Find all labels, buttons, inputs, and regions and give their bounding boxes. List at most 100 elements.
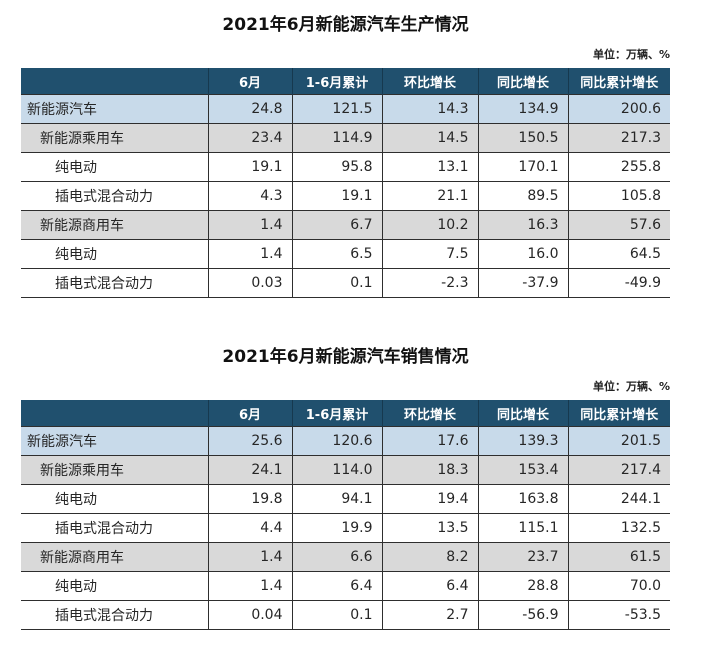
cell-value: 105.8 [567, 181, 670, 211]
column-header-empty [21, 68, 208, 95]
cell-value: 0.1 [291, 268, 382, 298]
table-body: 新能源汽车 24.8 121.5 14.3 134.9 200.6 新能源乘用车 23.4 11… [21, 94, 670, 298]
cell-value: 132.5 [567, 513, 670, 543]
cell-value: 94.1 [291, 484, 382, 514]
cell-value: 6.4 [291, 571, 382, 601]
cell-value: 6.7 [291, 210, 382, 240]
cell-value: 6.4 [381, 571, 478, 601]
cell-value: 6.6 [291, 542, 382, 572]
column-header: 环比增长 [381, 400, 478, 427]
row-label: 插电式混合动力 [21, 181, 208, 211]
table-row: 插电式混合动力 0.04 0.1 2.7 -56.9 -53.5 [21, 600, 670, 630]
row-label: 插电式混合动力 [21, 513, 208, 543]
row-label: 新能源乘用车 [21, 455, 208, 485]
cell-value: 6.5 [291, 239, 382, 269]
row-label: 纯电动 [21, 571, 208, 601]
row-label: 新能源商用车 [21, 210, 208, 240]
row-label: 新能源汽车 [21, 94, 208, 124]
cell-value: -2.3 [381, 268, 478, 298]
sales-table-title: 2021年6月新能源汽车销售情况 [222, 347, 469, 367]
cell-value: 19.1 [291, 181, 382, 211]
cell-value: 0.03 [207, 268, 292, 298]
table-row: 新能源商用车 1.4 6.6 8.2 23.7 61.5 [21, 542, 670, 572]
table-row: 新能源乘用车 24.1 114.0 18.3 153.4 217.4 [21, 455, 670, 485]
column-header: 环比增长 [381, 68, 478, 95]
cell-value: 18.3 [381, 455, 478, 485]
cell-value: 114.0 [291, 455, 382, 485]
cell-value: 1.4 [207, 210, 292, 240]
production-table-title: 2021年6月新能源汽车生产情况 [222, 15, 469, 35]
cell-value: 13.5 [381, 513, 478, 543]
cell-value: 95.8 [291, 152, 382, 182]
cell-value: -49.9 [567, 268, 670, 298]
sales-table: 6月 1-6月累计 环比增长 同比增长 同比累计增长 新能源汽车 25.6 120.6 17.… [21, 400, 670, 630]
row-label: 插电式混合动力 [21, 268, 208, 298]
column-header: 1-6月累计 [291, 68, 382, 95]
row-label: 新能源商用车 [21, 542, 208, 572]
page-content: 2021年6月新能源汽车生产情况 单位：万辆、% 6月 1-6月累计 环比增长 同比增… [21, 0, 670, 630]
table-row: 纯电动 1.4 6.5 7.5 16.0 64.5 [21, 239, 670, 269]
cell-value: 23.4 [207, 123, 292, 153]
cell-value: 8.2 [381, 542, 478, 572]
cell-value: 255.8 [567, 152, 670, 182]
production-table: 6月 1-6月累计 环比增长 同比增长 同比累计增长 新能源汽车 24.8 121.5 14.… [21, 68, 670, 298]
unit-label: 单位：万辆、% [592, 380, 670, 393]
table-row: 插电式混合动力 4.4 19.9 13.5 115.1 132.5 [21, 513, 670, 543]
cell-value: 217.4 [567, 455, 670, 485]
header-row: 6月 1-6月累计 环比增长 同比增长 同比累计增长 [21, 400, 670, 427]
cell-value: 4.3 [207, 181, 292, 211]
cell-value: 16.0 [477, 239, 568, 269]
table-row: 新能源乘用车 23.4 114.9 14.5 150.5 217.3 [21, 123, 670, 153]
cell-value: 1.4 [207, 239, 292, 269]
cell-value: 0.1 [291, 600, 382, 630]
column-header: 同比增长 [477, 68, 568, 95]
unit-label: 单位：万辆、% [592, 48, 670, 61]
row-label: 纯电动 [21, 152, 208, 182]
cell-value: 1.4 [207, 542, 292, 572]
cell-value: 217.3 [567, 123, 670, 153]
cell-value: 19.9 [291, 513, 382, 543]
cell-value: 21.1 [381, 181, 478, 211]
cell-value: -37.9 [477, 268, 568, 298]
column-header: 6月 [207, 400, 292, 427]
cell-value: 201.5 [567, 426, 670, 456]
production-section: 2021年6月新能源汽车生产情况 单位：万辆、% 6月 1-6月累计 环比增长 同比增… [21, 0, 670, 298]
cell-value: 89.5 [477, 181, 568, 211]
table-row: 纯电动 19.8 94.1 19.4 163.8 244.1 [21, 484, 670, 514]
cell-value: 200.6 [567, 94, 670, 124]
cell-value: 244.1 [567, 484, 670, 514]
column-header: 6月 [207, 68, 292, 95]
cell-value: 121.5 [291, 94, 382, 124]
cell-value: -56.9 [477, 600, 568, 630]
column-header: 同比累计增长 [567, 68, 670, 95]
cell-value: 163.8 [477, 484, 568, 514]
cell-value: 120.6 [291, 426, 382, 456]
cell-value: 19.8 [207, 484, 292, 514]
row-label: 插电式混合动力 [21, 600, 208, 630]
cell-value: 24.1 [207, 455, 292, 485]
cell-value: -53.5 [567, 600, 670, 630]
cell-value: 14.5 [381, 123, 478, 153]
cell-value: 115.1 [477, 513, 568, 543]
cell-value: 17.6 [381, 426, 478, 456]
row-label: 新能源乘用车 [21, 123, 208, 153]
column-header: 同比累计增长 [567, 400, 670, 427]
cell-value: 170.1 [477, 152, 568, 182]
cell-value: 134.9 [477, 94, 568, 124]
cell-value: 24.8 [207, 94, 292, 124]
cell-value: 10.2 [381, 210, 478, 240]
header-row: 6月 1-6月累计 环比增长 同比增长 同比累计增长 [21, 68, 670, 95]
table-header: 6月 1-6月累计 环比增长 同比增长 同比累计增长 [21, 400, 670, 427]
table-row: 纯电动 1.4 6.4 6.4 28.8 70.0 [21, 571, 670, 601]
row-label: 纯电动 [21, 484, 208, 514]
table-row: 纯电动 19.1 95.8 13.1 170.1 255.8 [21, 152, 670, 182]
table-body: 新能源汽车 25.6 120.6 17.6 139.3 201.5 新能源乘用车 24.1 11… [21, 426, 670, 630]
column-header: 同比增长 [477, 400, 568, 427]
table-row: 插电式混合动力 4.3 19.1 21.1 89.5 105.8 [21, 181, 670, 211]
cell-value: 13.1 [381, 152, 478, 182]
row-label: 纯电动 [21, 239, 208, 269]
table-row: 新能源汽车 25.6 120.6 17.6 139.3 201.5 [21, 426, 670, 456]
row-label: 新能源汽车 [21, 426, 208, 456]
cell-value: 4.4 [207, 513, 292, 543]
cell-value: 57.6 [567, 210, 670, 240]
